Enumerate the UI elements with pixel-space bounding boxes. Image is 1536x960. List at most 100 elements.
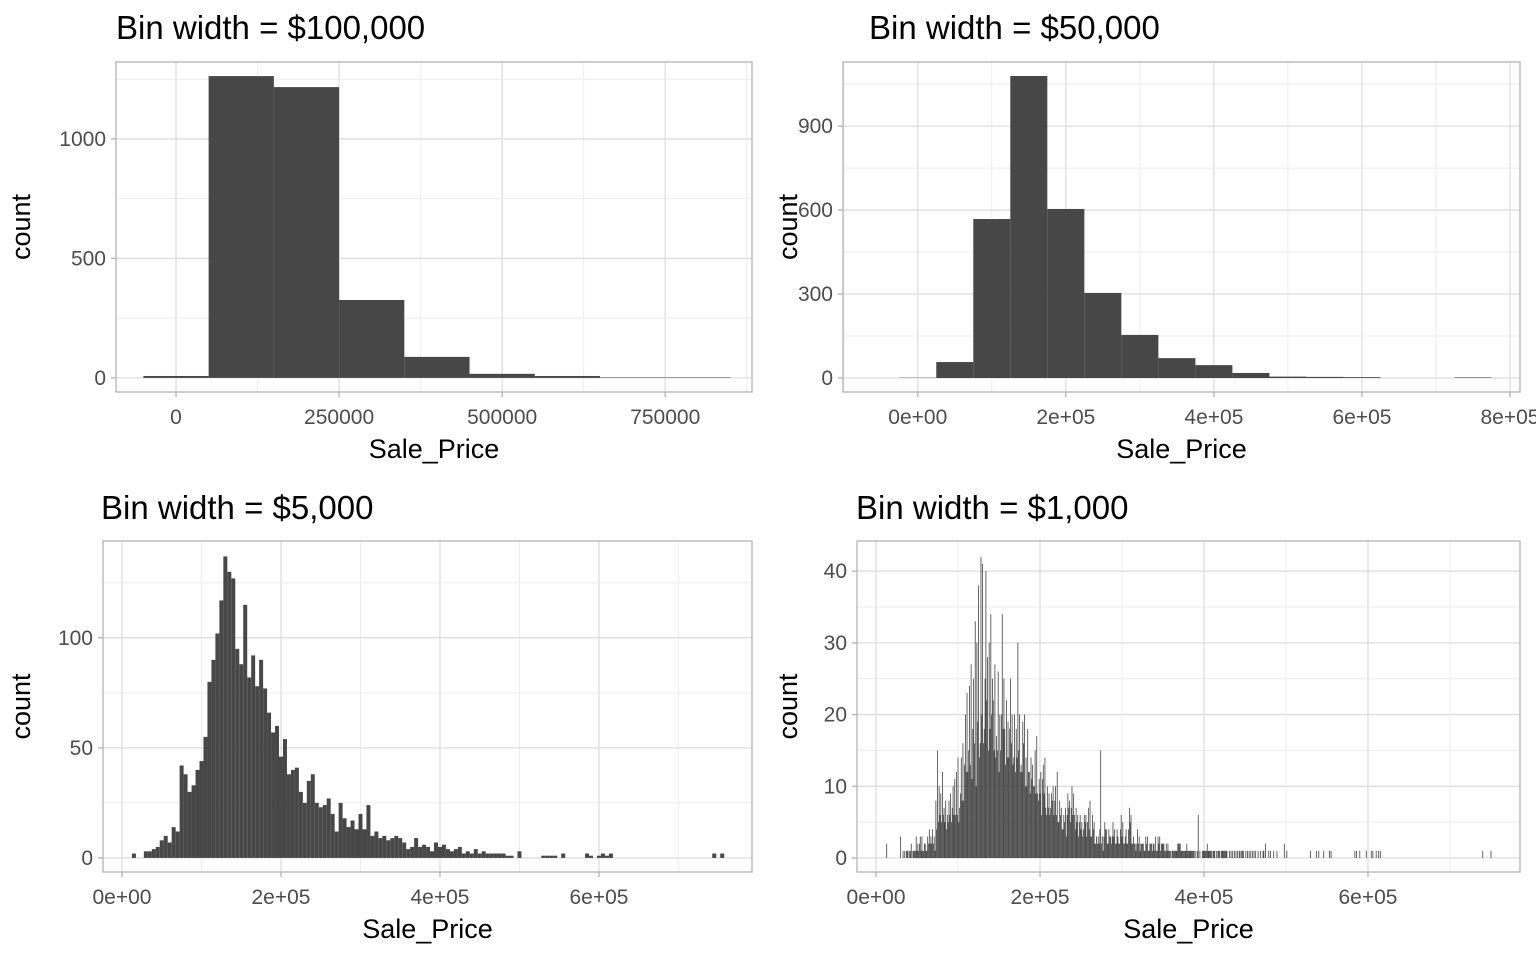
bar bbox=[954, 779, 956, 859]
bar bbox=[155, 846, 160, 858]
x-tick-label: 6e+05 bbox=[1332, 406, 1391, 429]
bar bbox=[1104, 822, 1106, 859]
bar bbox=[931, 843, 933, 859]
bar bbox=[988, 642, 990, 859]
bar bbox=[1074, 829, 1076, 859]
bar bbox=[1005, 764, 1006, 859]
bar bbox=[946, 829, 947, 859]
bar bbox=[720, 853, 725, 858]
bar bbox=[925, 850, 927, 859]
bar bbox=[1099, 829, 1101, 859]
bar bbox=[1102, 850, 1104, 859]
bar bbox=[1329, 850, 1330, 859]
x-tick-label: 250000 bbox=[304, 406, 374, 429]
bar bbox=[1090, 836, 1092, 859]
bar bbox=[1220, 850, 1222, 859]
bar bbox=[1134, 843, 1136, 859]
bar bbox=[1030, 757, 1032, 859]
x-tick-label: 0 bbox=[170, 406, 182, 429]
y-tick-label: 1000 bbox=[59, 128, 106, 151]
bar bbox=[545, 855, 550, 858]
bar bbox=[1378, 850, 1380, 859]
bar bbox=[1110, 843, 1112, 859]
bar bbox=[1006, 757, 1008, 859]
bar bbox=[1001, 614, 1003, 859]
bar bbox=[909, 850, 911, 859]
bar bbox=[1206, 850, 1207, 859]
bar bbox=[1136, 843, 1138, 859]
bar bbox=[1054, 800, 1056, 859]
bar bbox=[1174, 850, 1175, 859]
bar bbox=[167, 842, 172, 858]
bar bbox=[914, 850, 915, 859]
panel-border bbox=[856, 540, 1521, 873]
bar bbox=[342, 818, 347, 858]
bar bbox=[1115, 843, 1116, 859]
bar bbox=[1187, 850, 1189, 859]
bar bbox=[914, 850, 916, 859]
bar bbox=[930, 836, 932, 859]
bar bbox=[501, 853, 506, 858]
bar bbox=[1164, 850, 1166, 859]
bar bbox=[1179, 843, 1181, 859]
bar bbox=[1053, 814, 1055, 859]
bar bbox=[1354, 850, 1356, 859]
bar bbox=[1152, 843, 1154, 859]
bar bbox=[1174, 850, 1176, 859]
bar bbox=[999, 714, 1001, 859]
panel-border bbox=[102, 540, 753, 873]
bar bbox=[906, 850, 908, 859]
y-axis-title: count bbox=[6, 193, 36, 260]
bar bbox=[1181, 850, 1183, 859]
bar bbox=[1096, 836, 1097, 859]
x-tick-label: 0e+00 bbox=[888, 406, 947, 429]
bar bbox=[1069, 822, 1071, 859]
bar bbox=[971, 779, 973, 859]
bar bbox=[1082, 836, 1084, 859]
bar bbox=[461, 853, 466, 858]
bar bbox=[936, 362, 974, 379]
bar bbox=[441, 844, 446, 858]
bar bbox=[1124, 843, 1125, 859]
bar bbox=[453, 849, 458, 858]
bar bbox=[1039, 793, 1041, 859]
bar bbox=[922, 850, 924, 859]
bar bbox=[1147, 836, 1148, 859]
panel: Bin width = $100,000 0 250000 500000 750000 0… bbox=[6, 9, 753, 464]
bar bbox=[358, 813, 363, 858]
bar bbox=[992, 678, 993, 859]
bar bbox=[1137, 843, 1139, 859]
bar bbox=[215, 633, 220, 858]
x-axis-title: Sale_Price bbox=[1123, 914, 1254, 944]
bar bbox=[951, 807, 953, 859]
bar bbox=[1129, 822, 1131, 859]
bar bbox=[1083, 829, 1084, 859]
bar bbox=[994, 664, 996, 859]
y-tick-label: 10 bbox=[824, 775, 847, 798]
bar bbox=[1118, 843, 1120, 859]
bar bbox=[310, 774, 315, 858]
bar bbox=[1379, 850, 1381, 859]
bar bbox=[1024, 714, 1025, 859]
bar bbox=[1156, 850, 1157, 859]
bar bbox=[993, 750, 995, 859]
bar bbox=[1209, 850, 1211, 859]
bar bbox=[955, 814, 956, 859]
bar bbox=[306, 780, 311, 858]
bar bbox=[585, 853, 590, 858]
bar bbox=[1079, 814, 1081, 859]
bar bbox=[1110, 836, 1111, 859]
bar bbox=[900, 836, 902, 859]
bar bbox=[1035, 793, 1037, 859]
bar bbox=[963, 800, 965, 859]
bar bbox=[549, 855, 554, 858]
bar bbox=[211, 659, 216, 858]
bar bbox=[973, 219, 1011, 379]
bar bbox=[1151, 850, 1153, 859]
bar bbox=[1207, 850, 1209, 859]
bar bbox=[1024, 786, 1026, 859]
bar bbox=[1177, 843, 1179, 859]
bar bbox=[939, 814, 941, 859]
bar bbox=[275, 725, 280, 858]
bar bbox=[1191, 850, 1193, 859]
